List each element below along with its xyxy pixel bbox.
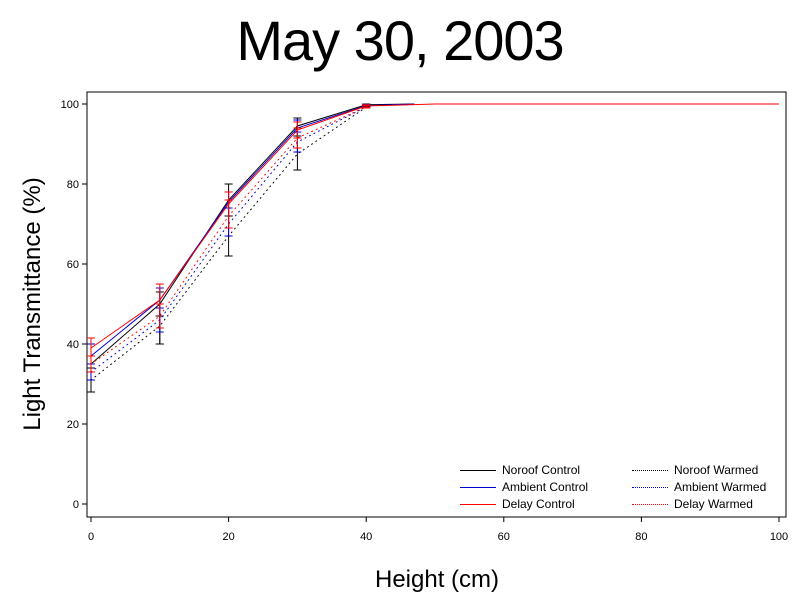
- legend-label: Noroof Control: [502, 463, 581, 477]
- series-noroof-control: [87, 103, 415, 393]
- y-tick-label: 80: [67, 179, 79, 191]
- x-axis: 0 20 40 60 80 100: [88, 517, 788, 543]
- series-line: [90, 103, 779, 349]
- x-tick-label: 100: [770, 531, 788, 543]
- y-tick-label: 0: [73, 499, 79, 511]
- series-line: [90, 103, 415, 365]
- legend-swatch: [460, 503, 496, 505]
- y-tick-label: 40: [67, 339, 79, 351]
- x-axis-label: Height (cm): [375, 566, 499, 593]
- series-layer: [87, 103, 779, 393]
- y-axis-label: Light Transmittance (%): [19, 177, 46, 430]
- legend-swatch: [632, 503, 668, 505]
- legend-swatch: [632, 486, 668, 488]
- series-delay-control: [87, 103, 779, 365]
- x-tick-label: 0: [88, 531, 94, 543]
- legend-label: Delay Warmed: [674, 497, 753, 511]
- legend-item: Noroof Warmed: [632, 462, 758, 478]
- legend-item: Ambient Warmed: [632, 479, 766, 495]
- legend-label: Ambient Warmed: [674, 480, 767, 494]
- legend-label: Delay Control: [502, 497, 575, 511]
- series-ambient-control: [87, 103, 415, 373]
- y-tick-label: 20: [67, 419, 79, 431]
- legend-label: Ambient Control: [502, 480, 589, 494]
- legend: Noroof Control Noroof Warmed Ambient Contr…: [460, 462, 790, 514]
- legend-label: Noroof Warmed: [674, 463, 759, 477]
- x-tick-label: 60: [498, 531, 510, 543]
- chart-title: May 30, 2003: [236, 9, 564, 72]
- plot-frame: [86, 91, 787, 518]
- legend-item: Ambient Control: [460, 479, 588, 495]
- legend-item: Delay Control: [460, 496, 575, 512]
- legend-swatch: [632, 469, 668, 471]
- y-tick-label: 60: [67, 259, 79, 271]
- series-noroof-warmed: [87, 105, 371, 393]
- series-delay-warmed: [87, 105, 371, 373]
- x-tick-label: 20: [222, 531, 234, 543]
- x-tick-label: 80: [635, 531, 647, 543]
- legend-item: Delay Warmed: [632, 496, 753, 512]
- legend-swatch: [460, 486, 496, 488]
- legend-item: Noroof Control: [460, 462, 580, 478]
- y-tick-label: 100: [61, 99, 79, 111]
- series-line: [90, 103, 415, 357]
- y-axis: 0 20 40 60 80 100: [61, 99, 87, 511]
- x-tick-label: 40: [360, 531, 372, 543]
- legend-swatch: [460, 469, 496, 471]
